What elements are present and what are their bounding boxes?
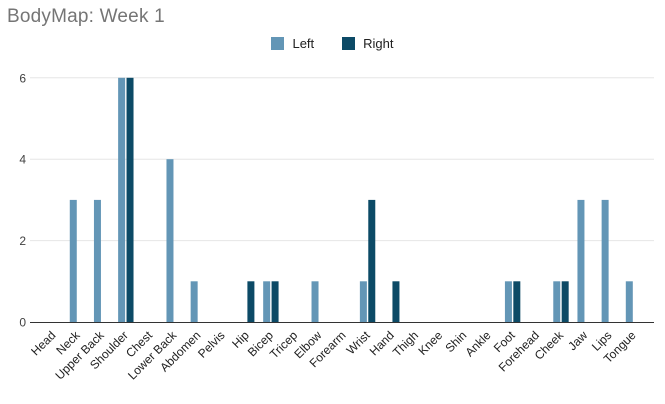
x-axis-label-knee: Knee bbox=[416, 328, 446, 358]
y-axis-tick-label: 4 bbox=[19, 153, 26, 167]
bar-left-lower-back bbox=[166, 159, 174, 322]
bar-left-upper-back bbox=[93, 199, 101, 322]
x-axis-label-jaw: Jaw bbox=[565, 328, 590, 353]
y-axis-tick-label: 2 bbox=[19, 234, 26, 248]
bar-left-tongue bbox=[625, 281, 633, 322]
bar-right-bicep bbox=[271, 281, 279, 322]
legend-label-left: Left bbox=[292, 36, 315, 51]
bar-left-bicep bbox=[263, 281, 271, 322]
x-axis-label-head: Head bbox=[28, 328, 58, 358]
x-axis-label-ankle: Ankle bbox=[462, 328, 493, 359]
bar-right-cheek bbox=[561, 281, 569, 322]
bar-left-lips bbox=[601, 199, 609, 322]
bar-left-neck bbox=[69, 199, 77, 322]
y-axis-tick-label: 0 bbox=[19, 316, 26, 330]
x-axis-label-hand: Hand bbox=[367, 328, 397, 358]
bar-right-hand bbox=[392, 281, 400, 322]
bar-left-abdomen bbox=[190, 281, 198, 322]
x-axis-label-thigh: Thigh bbox=[390, 328, 421, 359]
legend-swatch-left-icon bbox=[271, 37, 285, 50]
bar-left-foot bbox=[504, 281, 512, 322]
x-axis-label-pelvis: Pelvis bbox=[195, 328, 228, 361]
bar-left-cheek bbox=[553, 281, 561, 322]
legend: Left Right bbox=[0, 36, 665, 51]
legend-item-left[interactable]: Left bbox=[271, 36, 314, 51]
bar-left-shoulder bbox=[118, 77, 126, 322]
legend-item-right[interactable]: Right bbox=[342, 36, 394, 51]
chart-title: BodyMap: Week 1 bbox=[7, 6, 165, 27]
y-axis-tick-label: 6 bbox=[19, 71, 26, 85]
bar-left-wrist bbox=[359, 281, 367, 322]
bar-right-foot bbox=[513, 281, 521, 322]
legend-swatch-right-icon bbox=[342, 37, 356, 50]
x-axis-label-cheek: Cheek bbox=[532, 328, 567, 363]
x-axis-label-wrist: Wrist bbox=[344, 328, 374, 358]
bar-left-elbow bbox=[311, 281, 319, 322]
bar-right-wrist bbox=[368, 199, 376, 322]
bar-right-shoulder bbox=[126, 77, 134, 322]
legend-label-right: Right bbox=[363, 36, 394, 51]
bar-left-jaw bbox=[577, 199, 585, 322]
bar-right-hip bbox=[247, 281, 255, 322]
